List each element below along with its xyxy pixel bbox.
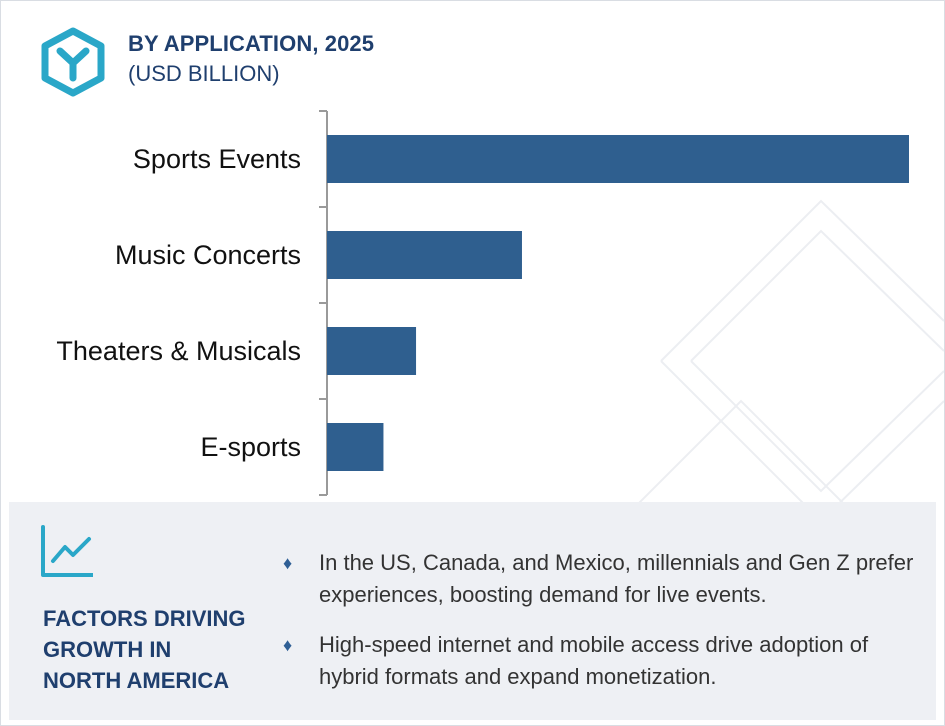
bar: [327, 327, 417, 375]
line-chart-icon: [41, 525, 93, 577]
category-label: Theaters & Musicals: [56, 336, 301, 366]
bar: [327, 135, 909, 183]
chart-title: BY APPLICATION, 2025: [128, 31, 375, 56]
factor-text: High-speed internet and mobile access dr…: [319, 632, 869, 689]
diamond-bullet-icon: ♦: [283, 553, 293, 573]
bar: [327, 231, 522, 279]
hexagon-y-logo-icon: [41, 27, 105, 97]
category-label: Sports Events: [133, 144, 301, 174]
bar: [327, 423, 384, 471]
diamond-bullet-icon: ♦: [283, 635, 293, 655]
chart-subtitle: (USD BILLION): [128, 61, 280, 86]
factors-title: FACTORS DRIVING GROWTH IN NORTH AMERICA: [43, 603, 273, 696]
factors-title-line: NORTH AMERICA: [43, 668, 230, 693]
bar-chart: Sports Events Music Concerts Theaters & Mu…: [56, 110, 909, 496]
factors-title-line: GROWTH IN: [43, 637, 172, 662]
factor-text: In the US, Canada, and Mexico, millennia…: [319, 550, 914, 607]
factors-panel: [9, 502, 936, 720]
category-label: E-sports: [200, 432, 301, 462]
factors-title-line: FACTORS DRIVING: [43, 606, 246, 631]
category-label: Music Concerts: [115, 240, 301, 270]
